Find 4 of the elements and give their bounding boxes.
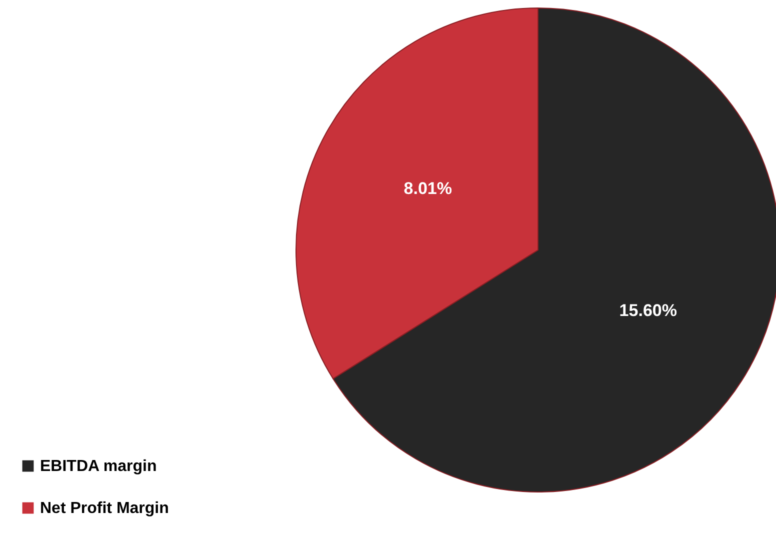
data-label: 15.60%: [619, 300, 677, 320]
legend-label: EBITDA margin: [40, 458, 157, 475]
legend-label: Net Profit Margin: [40, 500, 169, 517]
data-label: 8.01%: [404, 179, 452, 198]
